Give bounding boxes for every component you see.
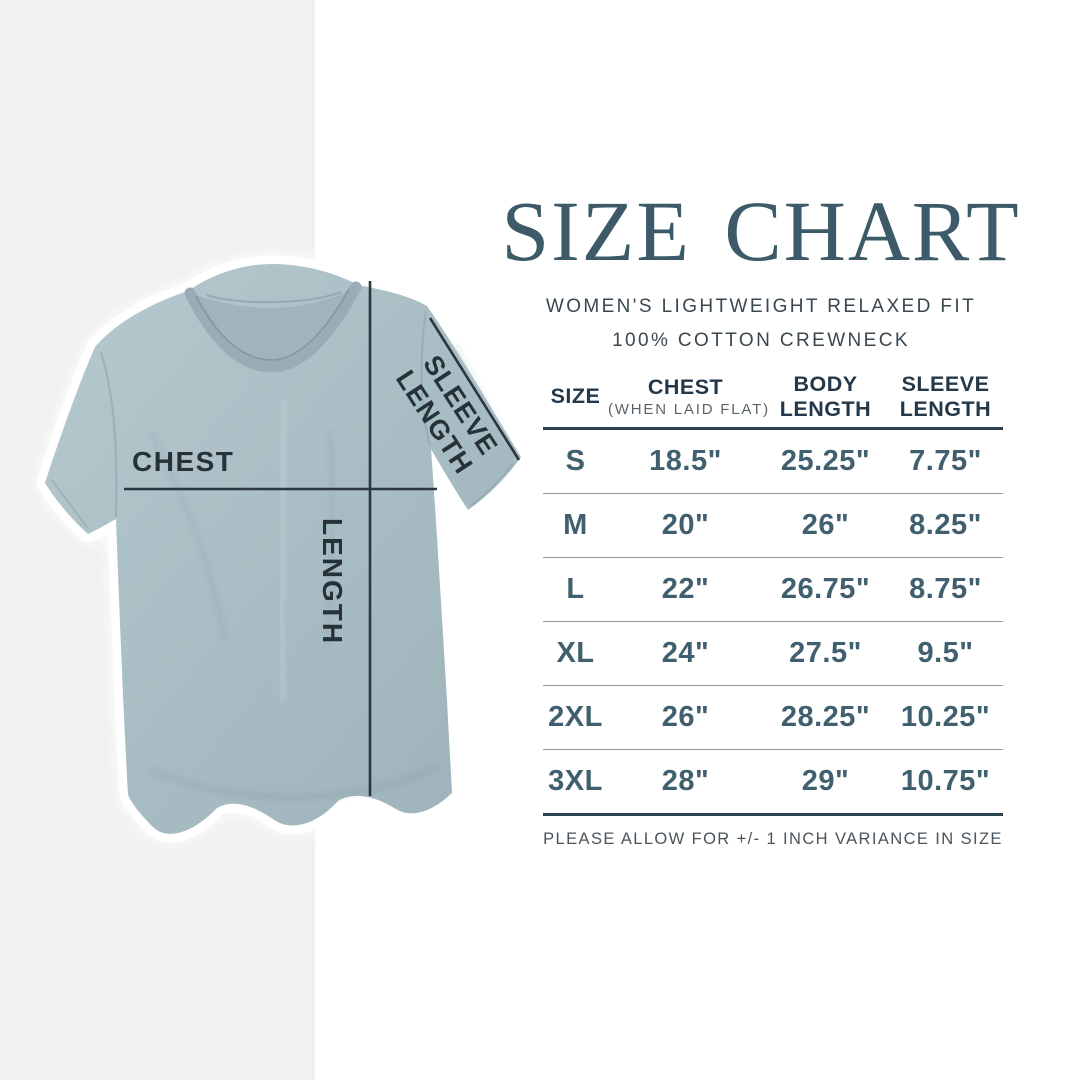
table-row-2xl: 2XL 26" 28.25" 10.25" [543, 686, 1003, 750]
title-block: SIZE CHART WOMEN'S LIGHTWEIGHT RELAXED F… [500, 188, 1022, 352]
table-header-row: SIZE CHEST (WHEN LAID FLAT) BODY LENGTH … [543, 366, 1003, 427]
body-length-cell: 26" [801, 509, 850, 541]
chest-cell: 28" [661, 765, 710, 797]
chest-cell: 20" [661, 509, 710, 541]
table-bottom-rule [543, 813, 1003, 816]
table-row-l: L 22" 26.75" 8.75" [543, 558, 1003, 622]
size-cell: M [563, 509, 588, 541]
column-header-size: SIZE [550, 384, 601, 409]
column-header-chest-subnote: (WHEN LAID FLAT) [608, 400, 770, 418]
sleeve-length-cell: 9.5" [917, 637, 974, 669]
header-rule [543, 427, 1003, 430]
table-row-3xl: 3XL 28" 29" 10.75" [543, 750, 1003, 813]
column-header-chest-label: CHEST [647, 374, 724, 399]
size-cell: S [565, 445, 586, 477]
chest-cell: 22" [661, 573, 710, 605]
body-length-cell: 25.25" [780, 445, 871, 477]
size-cell: 3XL [548, 765, 603, 797]
size-table: SIZE CHEST (WHEN LAID FLAT) BODY LENGTH … [543, 366, 1003, 849]
sleeve-length-cell: 8.25" [909, 509, 982, 541]
table-row-s: S 18.5" 25.25" 7.75" [543, 430, 1003, 494]
body-length-cell: 26.75" [780, 573, 871, 605]
table-row-xl: XL 24" 27.5" 9.5" [543, 622, 1003, 686]
sleeve-length-cell: 10.25" [900, 701, 991, 733]
column-header-body-length: BODY LENGTH [779, 372, 872, 421]
body-length-cell: 27.5" [789, 637, 862, 669]
column-header-sleeve-length: SLEEVE LENGTH [899, 372, 992, 421]
column-header-chest: CHEST (WHEN LAID FLAT) [608, 374, 770, 419]
size-cell: L [566, 573, 585, 605]
measurement-lines [124, 281, 521, 796]
sleeve-length-cell: 7.75" [909, 445, 982, 477]
shirt-details [51, 281, 514, 800]
subtitle-line-1: WOMEN'S LIGHTWEIGHT RELAXED FIT [545, 296, 977, 317]
body-length-cell: 28.25" [780, 701, 871, 733]
size-cell: XL [556, 637, 595, 669]
table-row-m: M 20" 26" 8.25" [543, 494, 1003, 558]
chest-cell: 26" [661, 701, 710, 733]
size-cell: 2XL [548, 701, 603, 733]
subtitle-line-2: 100% COTTON CREWNECK [612, 330, 910, 351]
sleeve-length-line [428, 317, 521, 461]
chest-cell: 18.5" [649, 445, 722, 477]
sleeve-length-cell: 10.75" [900, 765, 991, 797]
chest-cell: 24" [661, 637, 710, 669]
length-label: LENGTH [316, 518, 348, 646]
sleeve-length-cell: 8.75" [909, 573, 982, 605]
body-length-cell: 29" [801, 765, 850, 797]
table-footnote: PLEASE ALLOW FOR +/- 1 INCH VARIANCE IN … [543, 830, 1003, 848]
chest-label: CHEST [132, 446, 235, 477]
page-title: SIZE CHART [501, 183, 1021, 279]
